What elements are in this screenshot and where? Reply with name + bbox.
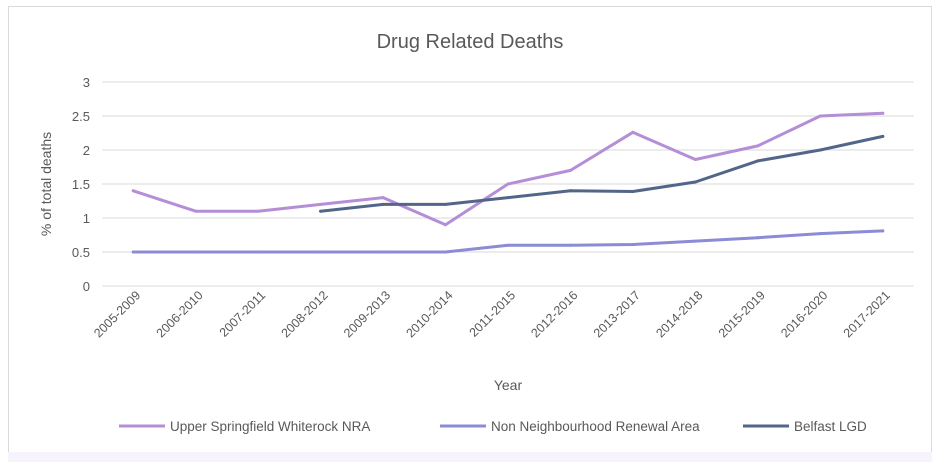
data-point bbox=[881, 134, 885, 138]
data-point bbox=[693, 180, 697, 184]
legend-label: Non Neighbourhood Renewal Area bbox=[491, 419, 700, 434]
legend-label: Upper Springfield Whiterock NRA bbox=[170, 419, 370, 434]
data-point bbox=[506, 196, 510, 200]
data-point bbox=[256, 209, 260, 213]
y-tick-label: 2.5 bbox=[72, 109, 90, 124]
data-point bbox=[381, 202, 385, 206]
x-tick-label: 2008-2012 bbox=[279, 288, 331, 340]
data-point bbox=[631, 243, 635, 247]
data-point bbox=[818, 148, 822, 152]
y-tick-label: 0 bbox=[83, 279, 90, 294]
data-point bbox=[568, 168, 572, 172]
y-tick-label: 0.5 bbox=[72, 245, 90, 260]
data-point bbox=[568, 243, 572, 247]
series-line-3 bbox=[319, 134, 885, 213]
data-point bbox=[881, 229, 885, 233]
x-tick-label: 2005-2009 bbox=[91, 288, 143, 340]
x-tick-label: 2007-2011 bbox=[217, 288, 269, 340]
data-point bbox=[568, 189, 572, 193]
data-point bbox=[319, 209, 323, 213]
data-point bbox=[444, 250, 448, 254]
y-tick-label: 3 bbox=[83, 75, 90, 90]
legend-label: Belfast LGD bbox=[794, 419, 867, 434]
legend-item: Belfast LGD bbox=[743, 419, 867, 434]
legend-item: Non Neighbourhood Renewal Area bbox=[440, 419, 700, 434]
x-tick-label: 2009-2013 bbox=[341, 288, 393, 340]
data-point bbox=[693, 158, 697, 162]
data-point bbox=[194, 209, 198, 213]
x-tick-label: 2014-2018 bbox=[653, 288, 705, 340]
data-point bbox=[131, 250, 135, 254]
y-axis-label: % of total deaths bbox=[38, 132, 54, 236]
x-tick-label: 2013-2017 bbox=[591, 288, 643, 340]
x-axis-ticks: 2005-2009 2006-2010 2007-2011 2008-2012 2009… bbox=[91, 288, 893, 340]
data-point bbox=[131, 189, 135, 193]
y-axis-ticks: 0 0.5 1 1.5 2 2.5 3 bbox=[72, 75, 90, 294]
data-point bbox=[319, 250, 323, 254]
data-point bbox=[381, 250, 385, 254]
y-tick-label: 2 bbox=[83, 143, 90, 158]
data-point bbox=[818, 114, 822, 118]
data-point bbox=[506, 182, 510, 186]
y-tick-label: 1 bbox=[83, 211, 90, 226]
data-point bbox=[818, 232, 822, 236]
x-tick-label: 2006-2010 bbox=[154, 288, 206, 340]
data-point bbox=[756, 236, 760, 240]
series-line-2 bbox=[131, 229, 885, 254]
x-tick-label: 2011-2015 bbox=[467, 288, 519, 340]
data-point bbox=[444, 202, 448, 206]
data-point bbox=[631, 130, 635, 134]
chart-title: Drug Related Deaths bbox=[377, 31, 564, 53]
x-tick-label: 2017-2021 bbox=[841, 288, 893, 340]
data-point bbox=[506, 243, 510, 247]
data-point bbox=[444, 223, 448, 227]
data-point bbox=[631, 189, 635, 193]
legend-item: Upper Springfield Whiterock NRA bbox=[119, 419, 370, 434]
data-point bbox=[756, 144, 760, 148]
data-point bbox=[381, 196, 385, 200]
y-tick-label: 1.5 bbox=[72, 177, 90, 192]
x-tick-label: 2015-2019 bbox=[716, 288, 768, 340]
chart-bottom-band bbox=[8, 452, 932, 462]
data-point bbox=[693, 239, 697, 243]
series-line-1 bbox=[131, 111, 885, 227]
gridlines bbox=[102, 81, 914, 287]
legend: Upper Springfield Whiterock NRA Non Neigh… bbox=[119, 419, 867, 434]
x-tick-label: 2010-2014 bbox=[403, 288, 455, 340]
data-point bbox=[256, 250, 260, 254]
data-point bbox=[756, 159, 760, 163]
data-point bbox=[319, 202, 323, 206]
data-point bbox=[194, 250, 198, 254]
x-tick-label: 2012-2016 bbox=[528, 288, 580, 340]
series-lines bbox=[131, 111, 885, 254]
data-point bbox=[881, 111, 885, 115]
x-tick-label: 2016-2020 bbox=[778, 288, 830, 340]
x-axis-label: Year bbox=[494, 377, 523, 393]
